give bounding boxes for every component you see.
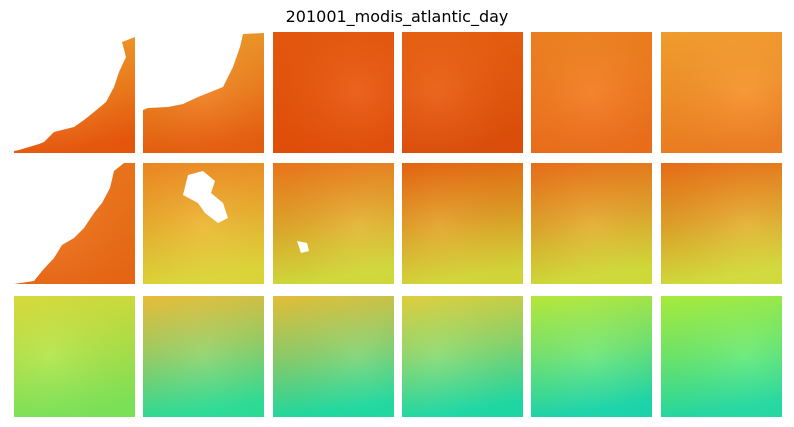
sst-texture bbox=[661, 296, 782, 417]
tile-r2-c0 bbox=[14, 296, 135, 417]
tile-r1-c5 bbox=[661, 163, 782, 284]
sst-image bbox=[531, 32, 652, 153]
tile-r2-c3 bbox=[402, 296, 523, 417]
sst-image bbox=[273, 296, 394, 417]
sst-texture bbox=[14, 296, 135, 417]
sst-image bbox=[661, 32, 782, 153]
tile-r2-c2 bbox=[273, 296, 394, 417]
sst-image bbox=[661, 296, 782, 417]
sst-texture bbox=[273, 163, 394, 284]
sst-texture bbox=[143, 296, 264, 417]
sst-texture bbox=[273, 296, 394, 417]
tile-r2-c4 bbox=[531, 296, 652, 417]
tile-r1-c4 bbox=[531, 163, 652, 284]
sst-image bbox=[531, 163, 652, 284]
land-mask bbox=[14, 163, 135, 284]
sst-texture bbox=[531, 163, 652, 284]
sst-texture bbox=[531, 296, 652, 417]
sst-texture bbox=[273, 32, 394, 153]
land-mask bbox=[143, 32, 264, 110]
land-mask bbox=[14, 32, 135, 151]
sst-image bbox=[14, 32, 135, 153]
tile-r0-c4 bbox=[531, 32, 652, 153]
sst-texture bbox=[531, 32, 652, 153]
sst-texture bbox=[661, 163, 782, 284]
tile-r2-c1 bbox=[143, 296, 264, 417]
tile-r1-c3 bbox=[402, 163, 523, 284]
sst-texture bbox=[402, 32, 523, 153]
sst-image bbox=[143, 163, 264, 284]
tile-r1-c0 bbox=[14, 163, 135, 284]
sst-image bbox=[402, 32, 523, 153]
tile-r1-c2 bbox=[273, 163, 394, 284]
sst-texture bbox=[402, 163, 523, 284]
sst-image bbox=[14, 163, 135, 284]
cloud-mask bbox=[297, 241, 309, 253]
sst-image bbox=[143, 32, 264, 153]
sst-image bbox=[661, 163, 782, 284]
tile-r0-c5 bbox=[661, 32, 782, 153]
figure-title: 201001_modis_atlantic_day bbox=[285, 7, 509, 26]
tile-r0-c3 bbox=[402, 32, 523, 153]
cloud-mask bbox=[183, 171, 228, 223]
tile-r0-c1 bbox=[143, 32, 264, 153]
sst-image bbox=[14, 296, 135, 417]
sst-image bbox=[402, 296, 523, 417]
tile-r1-c1 bbox=[143, 163, 264, 284]
tile-r2-c5 bbox=[661, 296, 782, 417]
sst-image bbox=[143, 296, 264, 417]
sst-image bbox=[273, 32, 394, 153]
sst-image bbox=[273, 163, 394, 284]
tile-r0-c2 bbox=[273, 32, 394, 153]
sst-image bbox=[402, 163, 523, 284]
sst-texture bbox=[402, 296, 523, 417]
sst-texture bbox=[661, 32, 782, 153]
sst-image bbox=[531, 296, 652, 417]
tile-r0-c0 bbox=[14, 32, 135, 153]
